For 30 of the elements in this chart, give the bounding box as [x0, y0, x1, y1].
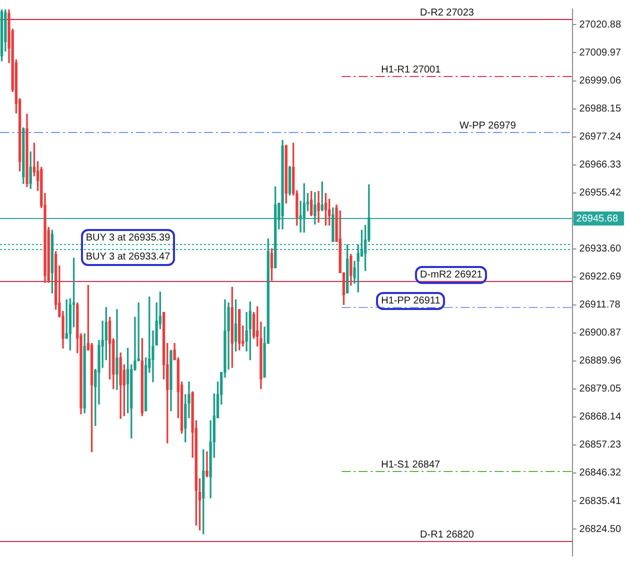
y-tick-label: 26900.87 [579, 328, 622, 339]
ref-line-label: BUY 3 at 26935.39 [86, 232, 171, 244]
y-tick-label: 26988.15 [579, 104, 622, 115]
y-tick-label: 27009.97 [579, 47, 622, 58]
ref-line-label: W-PP 26979 [460, 120, 516, 132]
y-tick-label: 26868.14 [579, 412, 622, 423]
y-tick-label: 26824.50 [579, 524, 622, 535]
y-tick-label: 27020.88 [579, 19, 622, 30]
ref-line-label: 26945.68 [576, 213, 618, 224]
y-tick-label: 26977.24 [579, 132, 622, 143]
ref-line-label: H1-PP 26911 [381, 295, 441, 306]
y-tick-label: 26846.32 [579, 468, 622, 479]
ref-line-label: H1-S1 26847 [381, 459, 441, 470]
y-tick-label: 26911.78 [579, 300, 621, 311]
y-tick-label: 26933.60 [579, 244, 622, 255]
y-tick-label: 26999.06 [579, 76, 622, 86]
y-tick-label: 26922.69 [579, 272, 622, 283]
y-tick-label: 26835.41 [579, 496, 622, 507]
ref-line-label: D-mR2 26921 [420, 269, 483, 280]
y-tick-label: 26889.96 [579, 356, 622, 367]
ref-line-label: H1-R1 27001 [381, 64, 442, 76]
ref-line-label: D-R1 26820 [420, 529, 474, 540]
ref-line-label: BUY 3 at 26933.47 [86, 251, 171, 262]
y-tick-label: 26955.42 [579, 188, 622, 199]
y-tick-label: 26857.23 [579, 440, 622, 451]
y-tick-label: 26879.05 [579, 384, 622, 395]
ref-line-label: D-R2 27023 [420, 7, 474, 18]
candlestick [116, 309, 118, 390]
y-tick-label: 26966.33 [579, 160, 622, 171]
candlestick [206, 451, 208, 478]
